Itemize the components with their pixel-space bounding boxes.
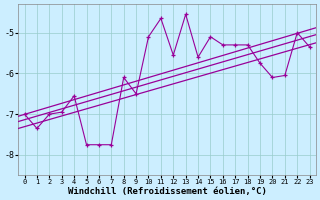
X-axis label: Windchill (Refroidissement éolien,°C): Windchill (Refroidissement éolien,°C) [68, 187, 267, 196]
